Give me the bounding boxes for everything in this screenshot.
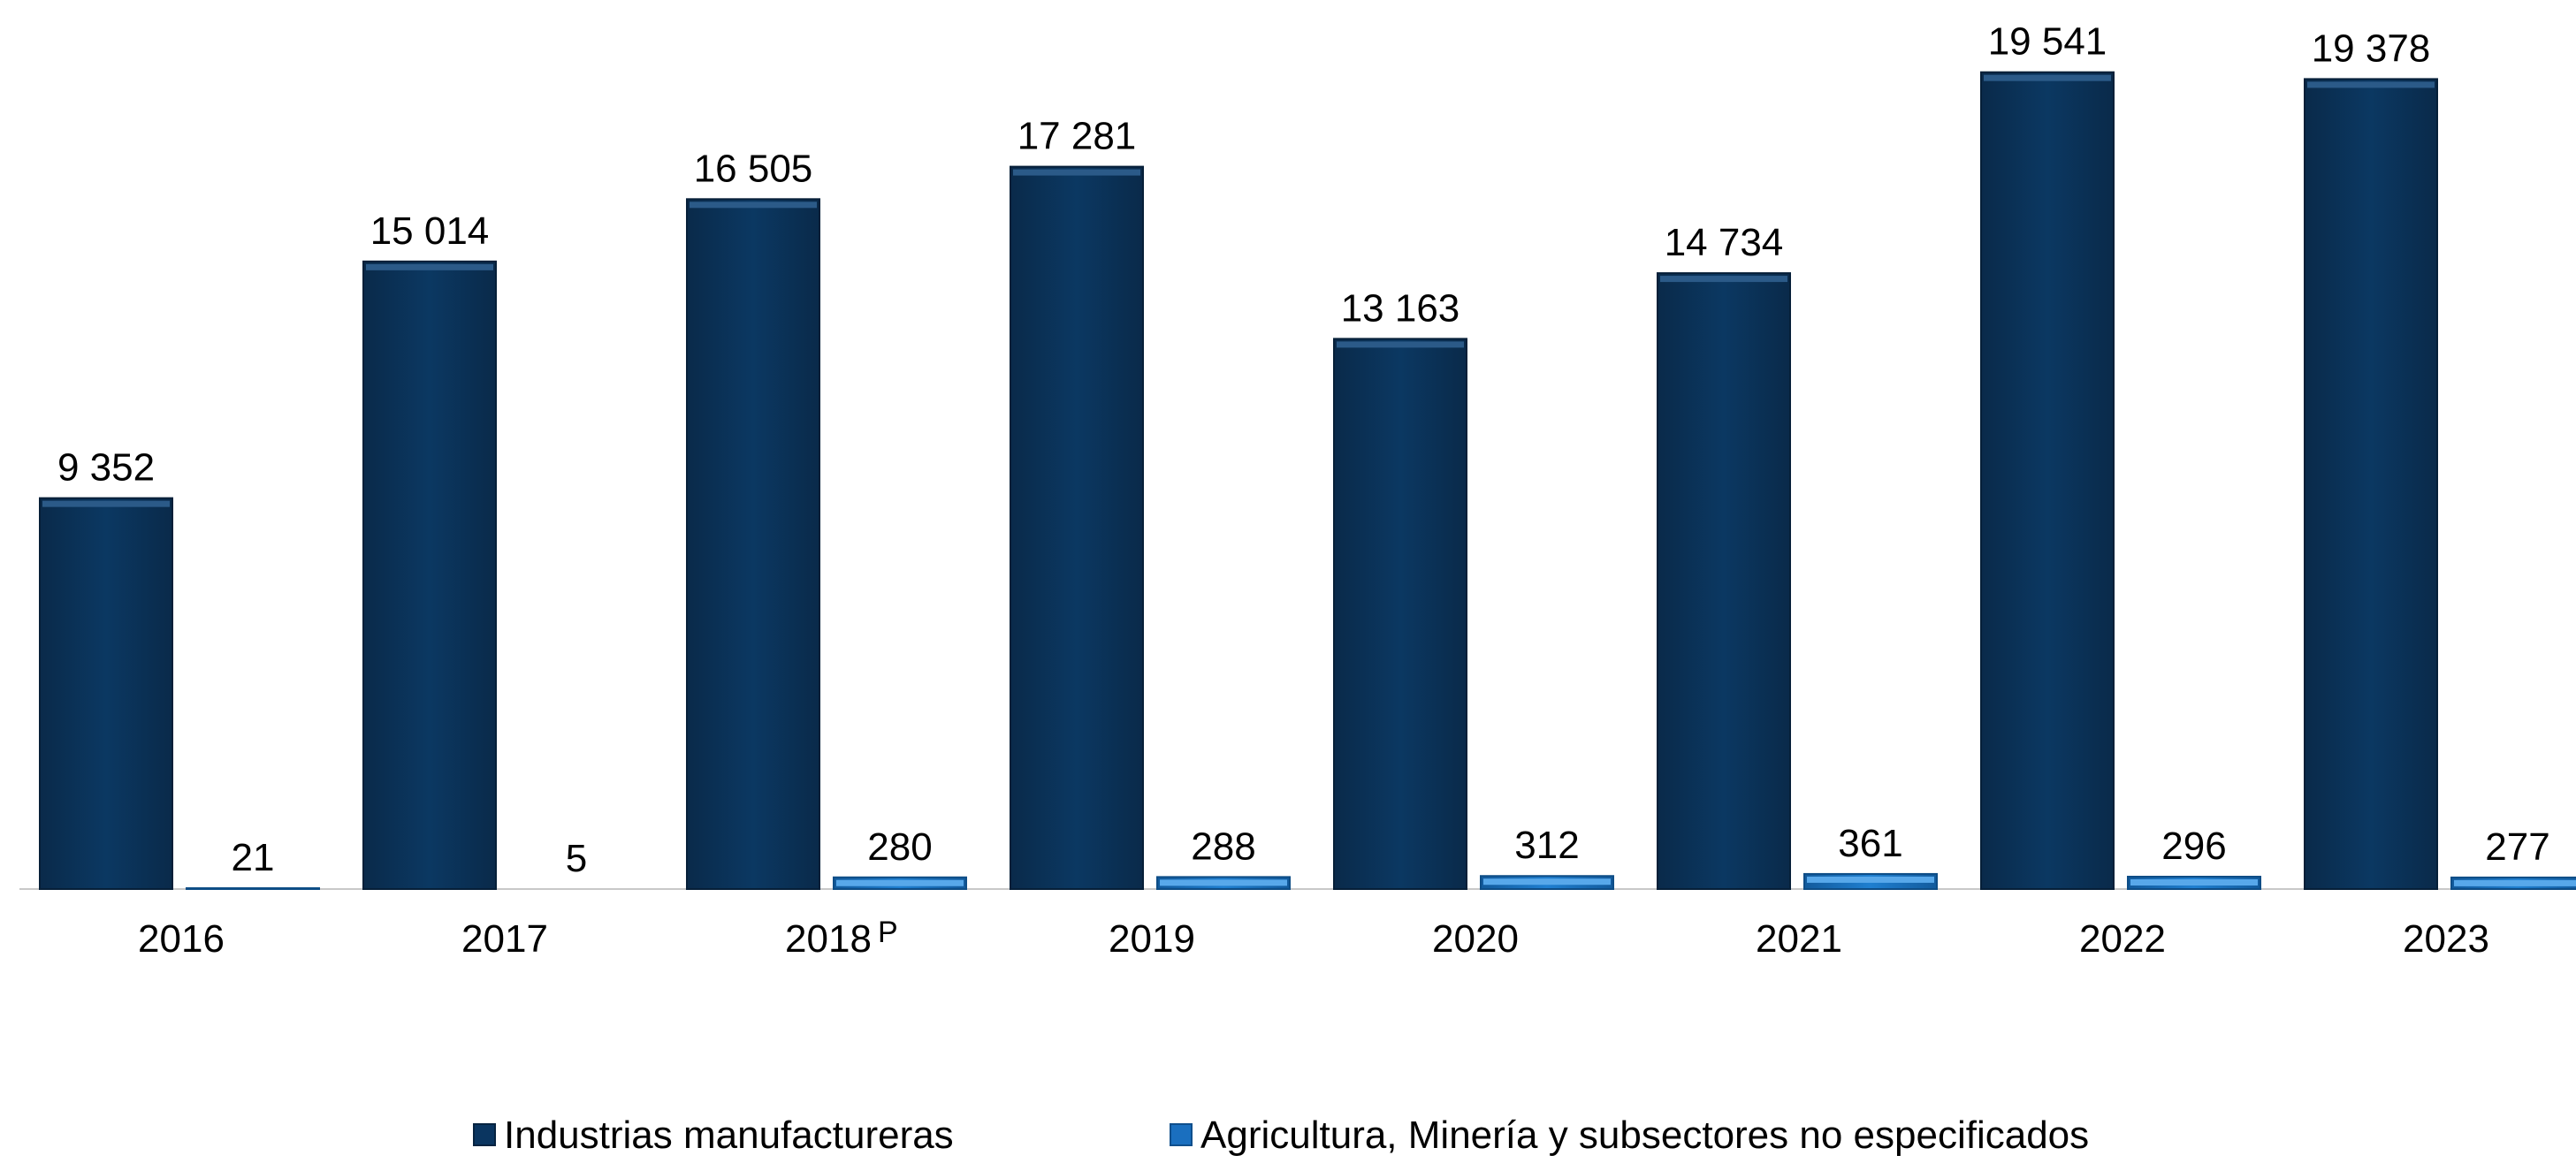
bar-industrias-2022 [1980, 71, 2115, 891]
bar-highlight [2130, 878, 2258, 886]
bar-industrias-2023 [2304, 78, 2438, 891]
value-label: 14 734 [1665, 221, 1784, 264]
x-tick-label: 2022 [2079, 917, 2166, 961]
bar-industrias-2017 [362, 260, 497, 890]
bar-highlight [2454, 879, 2576, 886]
value-label: 280 [867, 825, 932, 869]
legend: Industrias manufactureras Agricultura, M… [473, 1114, 2089, 1157]
value-label: 16 505 [694, 147, 813, 190]
bar-agricultura-2016 [186, 887, 320, 891]
bar-industrias-2021 [1657, 272, 1791, 890]
x-tick-superscript: P [878, 916, 898, 949]
legend-item-1: Agricultura, Minería y subsectores no es… [1170, 1114, 2089, 1157]
x-tick-label: 2021 [1756, 917, 1842, 961]
bar-highlight [1483, 878, 1611, 886]
legend-label: Industrias manufactureras [504, 1114, 954, 1157]
legend-label: Agricultura, Minería y subsectores no es… [1200, 1114, 2089, 1157]
value-label: 15 014 [370, 209, 490, 253]
bar-highlight [1660, 276, 1787, 283]
bar-highlight [836, 879, 964, 886]
value-label: 312 [1514, 824, 1579, 867]
bar-industrias-2019 [1010, 165, 1144, 890]
bar-highlight [2307, 81, 2435, 88]
bar-highlight [366, 263, 493, 270]
bar-highlight [1337, 341, 1464, 348]
bar-highlight [1807, 876, 1934, 883]
value-label: 17 281 [1017, 115, 1137, 158]
x-tick-label: 2017 [461, 917, 548, 961]
value-label: 19 378 [2312, 27, 2431, 70]
value-label: 21 [232, 836, 275, 879]
bar-highlight [690, 201, 817, 209]
value-label: 9 352 [57, 446, 155, 490]
x-tick-label: 2020 [1432, 917, 1519, 961]
legend-swatch [473, 1123, 496, 1146]
legend-item-0: Industrias manufactureras [473, 1114, 954, 1157]
value-label: 288 [1191, 825, 1255, 868]
bar-industrias-2020 [1333, 338, 1467, 891]
bar-highlight [1013, 169, 1140, 176]
x-tick-label: 2023 [2403, 917, 2489, 961]
bar-highlight [1984, 74, 2111, 81]
value-label: 361 [1838, 822, 1902, 865]
value-label: 19 541 [1988, 20, 2107, 64]
bar-industrias-2016 [39, 497, 173, 890]
bar-industrias-2018 [686, 198, 820, 891]
x-tick-label: 2018 [785, 917, 872, 961]
bar-highlight [42, 500, 170, 507]
value-label: 5 [566, 837, 587, 880]
value-label: 13 163 [1341, 286, 1460, 330]
legend-swatch [1170, 1123, 1193, 1146]
x-tick-label: 2016 [138, 917, 225, 961]
value-label: 296 [2161, 825, 2226, 868]
value-label: 277 [2485, 825, 2549, 869]
x-tick-label: 2019 [1109, 917, 1195, 961]
bar-highlight [1160, 879, 1287, 886]
